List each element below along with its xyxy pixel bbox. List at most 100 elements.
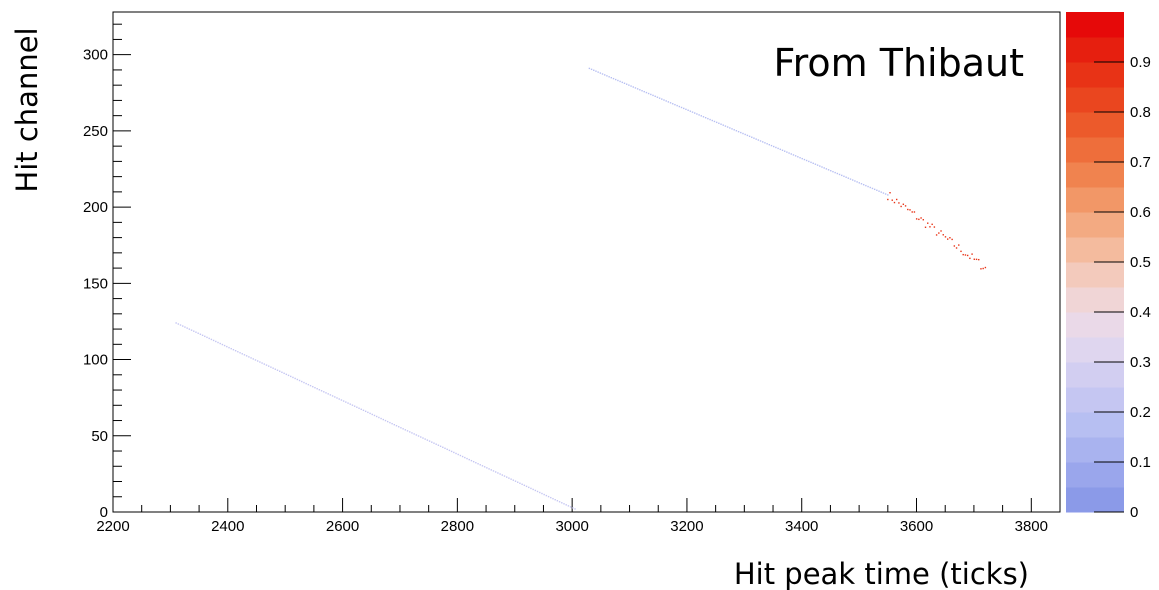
- colorbar-swatch: [1066, 87, 1124, 113]
- data-point: [944, 236, 947, 238]
- y-axis-tick-labels: 0 50 100 150 200 250 300: [83, 47, 108, 521]
- data-point: [683, 107, 685, 110]
- colorbar-swatch: [1066, 237, 1124, 263]
- data-point: [803, 158, 806, 161]
- data-point: [210, 338, 213, 341]
- data-point: [517, 481, 519, 483]
- data-point: [718, 122, 720, 124]
- data-point: [499, 473, 501, 475]
- data-point: [891, 199, 893, 201]
- data-point: [426, 439, 429, 441]
- data-point: [512, 479, 515, 481]
- data-point: [415, 434, 418, 436]
- data-point: [446, 448, 448, 451]
- data-point: [783, 150, 786, 152]
- data-point: [702, 116, 705, 118]
- data-point: [933, 226, 936, 228]
- data-point: [606, 75, 608, 77]
- data-point: [867, 185, 869, 188]
- data-point: [737, 130, 740, 133]
- x-tick-label: 3200: [670, 518, 703, 535]
- data-point: [265, 364, 268, 366]
- colorbar-swatch: [1066, 462, 1124, 488]
- data-point: [477, 463, 479, 465]
- colorbar-swatch: [1066, 162, 1124, 188]
- data-point: [435, 443, 437, 445]
- data-point: [219, 342, 221, 345]
- data-point: [744, 133, 746, 136]
- data-point: [588, 67, 591, 70]
- data-point: [243, 354, 246, 356]
- data-point: [279, 370, 281, 372]
- data-point: [680, 106, 683, 109]
- data-point: [887, 194, 889, 196]
- y-tick-label: 200: [83, 199, 108, 216]
- data-point: [539, 491, 541, 494]
- data-point: [530, 487, 532, 490]
- data-point: [534, 489, 537, 492]
- data-point: [810, 161, 812, 164]
- data-point: [409, 431, 411, 433]
- data-point: [506, 476, 508, 478]
- colorbar-tick-labels: 0 0.1 0.2 0.3 0.4 0.5 0.6 0.7 0.8 0.9: [1130, 54, 1151, 521]
- data-point: [312, 385, 314, 388]
- data-point: [248, 356, 250, 358]
- data-point: [208, 337, 210, 340]
- data-point: [801, 157, 803, 160]
- data-point: [652, 94, 654, 97]
- data-point: [528, 486, 530, 489]
- data-point: [294, 377, 296, 380]
- data-point: [519, 482, 521, 484]
- data-point: [572, 507, 574, 509]
- data-point: [226, 345, 228, 348]
- data-point: [790, 153, 792, 155]
- x-axis-tick-labels: 2200 2400 2600 2800 3000 3200 3400 3600 3800: [96, 518, 1048, 535]
- data-point: [239, 352, 241, 354]
- data-point: [503, 475, 506, 477]
- plot-frame-group: [112, 11, 1061, 513]
- data-point: [834, 171, 836, 174]
- data-point: [722, 124, 724, 126]
- data-point: [913, 211, 916, 213]
- data-point: [753, 137, 755, 139]
- data-point: [364, 410, 367, 413]
- data-point: [422, 437, 424, 439]
- y-tick-label: 0: [100, 504, 108, 521]
- data-point: [428, 440, 431, 442]
- data-point: [550, 496, 552, 499]
- x-tick-label: 2400: [211, 518, 244, 535]
- data-point: [647, 92, 650, 95]
- colorbar-swatch: [1066, 262, 1124, 288]
- y-tick-label: 50: [91, 428, 108, 445]
- data-point: [411, 432, 413, 434]
- data-point: [949, 237, 951, 239]
- data-point: [347, 402, 349, 404]
- data-point: [915, 218, 918, 220]
- data-point: [632, 86, 634, 88]
- data-point: [402, 428, 404, 430]
- data-point: [843, 175, 845, 178]
- data-point: [252, 358, 254, 360]
- data-point: [486, 467, 488, 469]
- data-point: [334, 396, 336, 398]
- data-point: [492, 470, 495, 472]
- data-point: [371, 413, 373, 416]
- data-point: [272, 367, 274, 369]
- data-point: [508, 477, 510, 479]
- data-point: [380, 417, 382, 420]
- data-point: [625, 83, 628, 85]
- data-point: [201, 334, 204, 337]
- data-point: [661, 98, 663, 100]
- data-point: [197, 332, 199, 334]
- x-tick-label: 3800: [1015, 518, 1048, 535]
- data-point: [597, 71, 599, 73]
- data-point: [177, 323, 180, 325]
- y-tick-label: 250: [83, 123, 108, 140]
- data-point: [556, 500, 559, 502]
- data-point: [878, 190, 880, 192]
- data-point: [962, 253, 964, 256]
- data-point: [558, 501, 561, 503]
- data-point: [700, 115, 702, 117]
- data-point: [604, 74, 606, 76]
